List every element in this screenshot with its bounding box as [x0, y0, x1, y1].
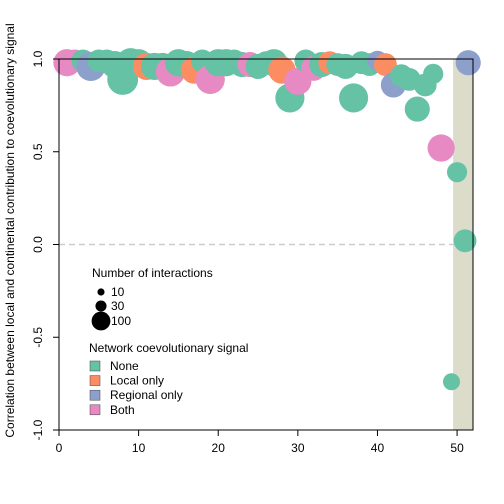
x-tick-label: 0	[56, 441, 63, 455]
color-legend-swatch	[89, 375, 101, 386]
size-legend-label: 10	[111, 285, 125, 299]
size-legend-label: 100	[111, 314, 131, 328]
color-legend-label: Local only	[110, 374, 164, 388]
color-legend-swatch	[89, 360, 101, 372]
color-legend-swatch	[89, 404, 101, 416]
color-legend-title: Network coevolutionary signal	[89, 341, 248, 355]
color-legend-label: Regional only	[110, 388, 183, 402]
size-legend-label: 30	[111, 299, 125, 313]
y-axis-label: Correlation between local and continenta…	[3, 23, 17, 437]
data-point	[446, 162, 468, 183]
size-legend-marker	[91, 311, 111, 331]
size-legend-marker	[97, 288, 105, 296]
size-legend-title: Number of interactions	[92, 266, 213, 280]
x-tick-label: 20	[212, 441, 226, 455]
size-legend-marker	[95, 300, 107, 312]
data-point	[339, 83, 369, 113]
x-tick-label: 40	[371, 441, 385, 455]
data-point	[427, 134, 455, 162]
y-tick-label: -1.0	[31, 419, 45, 440]
x-tick-label: 30	[291, 441, 305, 455]
data-point	[423, 63, 444, 84]
data-point	[442, 373, 461, 391]
y-tick-label: 1.0	[31, 50, 45, 67]
color-legend-swatch	[89, 389, 101, 401]
data-point	[455, 50, 481, 76]
data-point	[404, 96, 430, 122]
x-tick-label: 50	[450, 441, 464, 455]
color-legend-label: Both	[110, 403, 135, 417]
color-legend-label: None	[110, 359, 139, 373]
y-tick-label: -0.5	[31, 327, 45, 348]
y-tick-label: 0.5	[31, 143, 45, 160]
data-point	[453, 229, 477, 253]
y-tick-label: 0.0	[31, 236, 45, 253]
x-tick-label: 10	[132, 441, 146, 455]
